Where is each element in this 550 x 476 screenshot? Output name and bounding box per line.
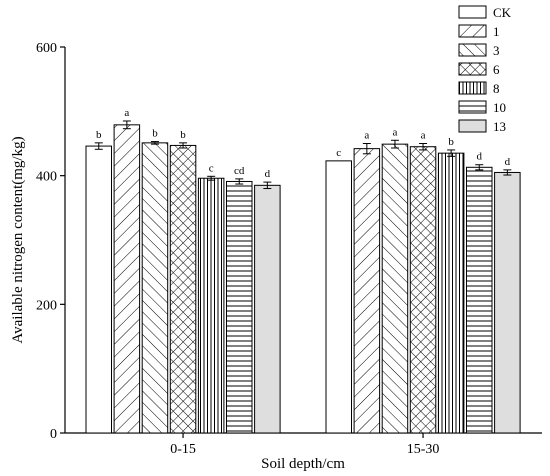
bars-layer: b a b b c cd d c a a a b d d: [85, 107, 521, 434]
significance-letter: d: [505, 156, 511, 168]
y-tick-label: 200: [36, 298, 57, 313]
bar-1-15-30: [353, 148, 381, 434]
significance-letter: b: [152, 128, 158, 140]
y-tick-label: 0: [50, 427, 57, 442]
legend-swatch: [458, 81, 487, 95]
legend-label: 3: [493, 43, 500, 58]
legend-label: CK: [493, 5, 512, 20]
legend-item-8: 8: [458, 81, 500, 96]
legend-item-6: 6: [458, 62, 500, 77]
significance-letter: a: [124, 107, 129, 119]
significance-letter: d: [265, 168, 271, 180]
y-axis-title: Available nitrogen content(mg/kg): [10, 136, 26, 343]
bar-10-15-30: [466, 166, 493, 434]
significance-letter: a: [393, 126, 398, 138]
significance-letter: b: [96, 129, 102, 141]
bar-CK-0-15: [85, 145, 112, 434]
legend-label: 1: [493, 24, 500, 39]
x-axis-title: Soil depth/cm: [261, 456, 345, 472]
y-axis-ticks: 0 200 400 600: [36, 41, 65, 442]
significance-letter: cd: [234, 165, 245, 177]
bar-10-0-15: [226, 180, 253, 434]
legend-label: 10: [493, 100, 506, 115]
bar-group-0-15: b a b b c cd d: [85, 107, 281, 434]
bar-group-15-30: c a a a b d d: [325, 126, 521, 434]
legend-label: 8: [493, 81, 500, 96]
significance-letter: c: [336, 147, 341, 159]
legend-swatch: [458, 62, 487, 76]
bar-13-0-15: [254, 184, 281, 434]
legend-swatch: [458, 43, 487, 57]
bar-8-0-15: [197, 177, 225, 434]
legend-label: 13: [493, 119, 506, 134]
bar-6-0-15: [169, 144, 197, 434]
y-tick-label: 400: [36, 170, 57, 185]
significance-letter: a: [421, 130, 426, 142]
bar-3-0-15: [141, 142, 169, 434]
legend-item-1: 1: [458, 24, 500, 39]
significance-letter: a: [364, 130, 369, 142]
bar-13-15-30: [494, 171, 521, 434]
bar-8-15-30: [437, 152, 465, 434]
legend-item-10: 10: [458, 100, 506, 115]
significance-letter: b: [448, 136, 454, 148]
x-axis-ticks: 0-15 15-30: [170, 433, 439, 457]
legend-swatch: [458, 24, 487, 38]
legend-item-13: 13: [458, 119, 506, 134]
x-tick-label: 15-30: [407, 442, 440, 457]
legend-item-3: 3: [458, 43, 500, 58]
y-tick-label: 600: [36, 41, 57, 56]
legend-swatch: [458, 100, 487, 114]
significance-letter: c: [209, 162, 214, 174]
legend-item-CK: CK: [458, 5, 512, 20]
bar-CK-15-30: [325, 160, 352, 434]
bar-3-15-30: [381, 143, 409, 434]
significance-letter: d: [477, 151, 483, 163]
legend-swatch: [458, 5, 487, 19]
bar-6-15-30: [409, 146, 437, 434]
legend-label: 6: [493, 62, 500, 77]
legend-swatch: [458, 119, 487, 133]
significance-letter: b: [180, 129, 186, 141]
x-tick-label: 0-15: [170, 442, 196, 457]
bar-1-0-15: [113, 124, 141, 434]
